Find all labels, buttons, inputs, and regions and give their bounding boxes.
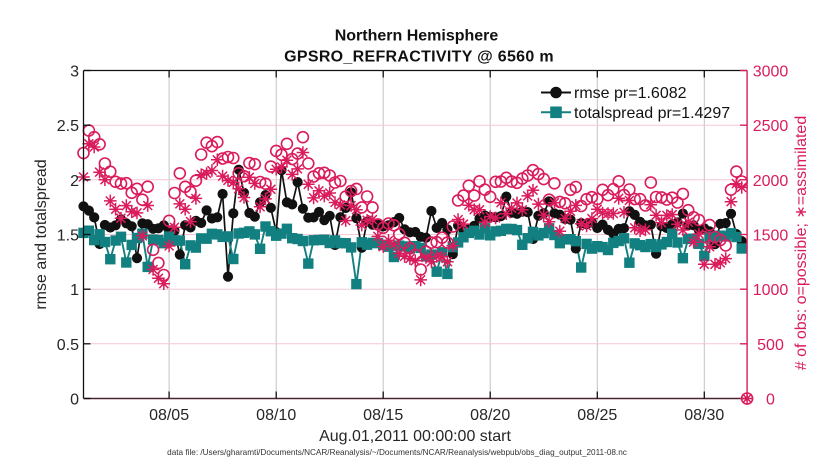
svg-text:08/25: 08/25 <box>577 407 617 424</box>
svg-text:data file: /Users/gharamti/Doc: data file: /Users/gharamti/Documents/NCA… <box>167 448 627 457</box>
svg-text:Aug.01,2011 00:00:00 start: Aug.01,2011 00:00:00 start <box>319 428 511 445</box>
svg-text:totalspread pr=1.4297: totalspread pr=1.4297 <box>574 105 730 122</box>
svg-text:08/10: 08/10 <box>256 407 296 424</box>
svg-text:2: 2 <box>70 173 79 190</box>
svg-text:1500: 1500 <box>753 228 789 245</box>
svg-text:0: 0 <box>70 392 79 409</box>
svg-text:500: 500 <box>757 337 784 354</box>
svg-text:3000: 3000 <box>753 64 789 81</box>
svg-text:GPSRO_REFRACTIVITY @ 6560 m: GPSRO_REFRACTIVITY @ 6560 m <box>284 49 554 66</box>
svg-text:rmse and totalspread: rmse and totalspread <box>33 159 50 309</box>
svg-text:08/30: 08/30 <box>684 407 724 424</box>
svg-text:2500: 2500 <box>753 118 789 135</box>
svg-text:0.5: 0.5 <box>57 337 79 354</box>
svg-text:08/05: 08/05 <box>149 407 189 424</box>
svg-text:1000: 1000 <box>753 282 789 299</box>
svg-text:08/15: 08/15 <box>363 407 403 424</box>
svg-text:rmse pr=1.6082: rmse pr=1.6082 <box>574 85 687 102</box>
svg-text:2.5: 2.5 <box>57 118 79 135</box>
svg-text:08/20: 08/20 <box>470 407 510 424</box>
svg-text:1: 1 <box>70 282 79 299</box>
svg-text:1.5: 1.5 <box>57 228 79 245</box>
svg-text:Northern Hemisphere: Northern Hemisphere <box>335 28 499 45</box>
svg-text:# of obs: o=possible; ∗=assimi: # of obs: o=possible; ∗=assimilated <box>793 116 810 370</box>
svg-text:2000: 2000 <box>753 173 789 190</box>
svg-text:0: 0 <box>766 392 775 409</box>
svg-text:3: 3 <box>70 64 79 81</box>
